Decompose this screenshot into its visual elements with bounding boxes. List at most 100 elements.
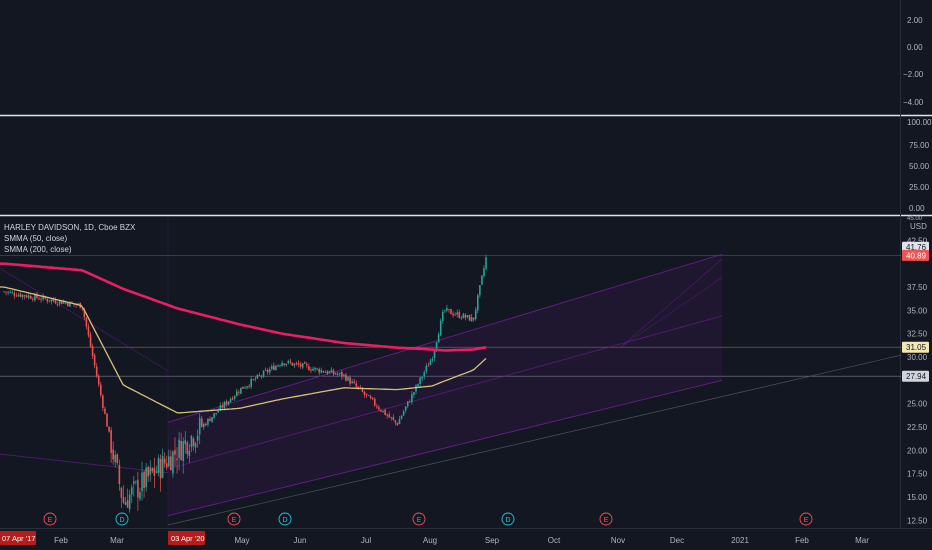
channel-line[interactable] — [167, 379, 723, 517]
channel-line[interactable] — [167, 315, 723, 470]
dividend-marker[interactable]: D — [278, 512, 292, 526]
candle-body[interactable] — [50, 299, 53, 302]
candle-body[interactable] — [454, 314, 456, 316]
candle-body[interactable] — [5, 291, 7, 293]
candle-body[interactable] — [56, 304, 59, 305]
candle-body[interactable] — [29, 295, 32, 299]
candle-body[interactable] — [165, 463, 168, 468]
candle-body[interactable] — [42, 295, 44, 300]
candle-body[interactable] — [128, 494, 131, 510]
candle-body[interactable] — [227, 401, 230, 405]
candle-body[interactable] — [429, 360, 432, 366]
candle-body[interactable] — [477, 295, 479, 311]
candle-body[interactable] — [271, 366, 273, 369]
candle-body[interactable] — [176, 458, 178, 460]
candle-body[interactable] — [318, 368, 320, 373]
candle-body[interactable] — [314, 367, 316, 370]
candle-body[interactable] — [254, 378, 257, 380]
candle-body[interactable] — [110, 430, 112, 453]
candle-body[interactable] — [384, 409, 386, 415]
candle-body[interactable] — [417, 384, 419, 386]
dividend-marker[interactable]: D — [115, 512, 129, 526]
candle-body[interactable] — [242, 386, 244, 389]
candle-body[interactable] — [139, 491, 141, 499]
middle-pane-price-scale[interactable]: 100.00 75.00 50.00 25.00 0.00 — [907, 118, 932, 213]
candle-body[interactable] — [122, 497, 125, 503]
candle-body[interactable] — [161, 455, 164, 478]
candle-body[interactable] — [233, 395, 236, 399]
candle-body[interactable] — [262, 370, 265, 377]
candle-body[interactable] — [411, 394, 413, 402]
candle-body[interactable] — [256, 374, 259, 379]
earnings-marker[interactable]: E — [412, 512, 426, 526]
candle-body[interactable] — [130, 487, 133, 495]
candle-body[interactable] — [439, 320, 442, 336]
candle-body[interactable] — [65, 302, 67, 304]
candle-body[interactable] — [297, 363, 300, 365]
candle-body[interactable] — [143, 471, 145, 489]
candle-body[interactable] — [137, 479, 139, 498]
candle-body[interactable] — [431, 359, 434, 361]
candle-body[interactable] — [382, 410, 384, 413]
candle-body[interactable] — [285, 363, 288, 365]
candle-body[interactable] — [458, 312, 461, 318]
candle-body[interactable] — [54, 300, 57, 304]
candle-body[interactable] — [178, 439, 180, 458]
candle-body[interactable] — [310, 369, 312, 371]
candle-body[interactable] — [244, 387, 246, 389]
trend-line[interactable] — [167, 354, 902, 526]
candle-body[interactable] — [9, 291, 11, 293]
dividend-marker[interactable]: D — [501, 512, 515, 526]
main-plot[interactable] — [0, 217, 902, 528]
candle-body[interactable] — [95, 366, 98, 377]
candle-body[interactable] — [209, 418, 211, 422]
candle-body[interactable] — [357, 386, 360, 388]
indicator-smma200[interactable]: SMMA (200, close) — [4, 245, 72, 254]
candles[interactable] — [3, 254, 487, 513]
candle-body[interactable] — [213, 413, 215, 418]
candle-body[interactable] — [328, 371, 331, 373]
candle-body[interactable] — [336, 374, 339, 376]
candle-body[interactable] — [464, 314, 467, 318]
candle-body[interactable] — [91, 346, 94, 357]
candle-body[interactable] — [326, 371, 329, 374]
candle-body[interactable] — [248, 386, 250, 387]
event-marker-circle[interactable] — [412, 512, 426, 526]
candle-body[interactable] — [277, 365, 279, 367]
candle-body[interactable] — [306, 364, 308, 366]
candle-body[interactable] — [322, 370, 325, 373]
candle-body[interactable] — [231, 398, 234, 400]
candle-body[interactable] — [89, 334, 92, 347]
candle-body[interactable] — [126, 500, 129, 508]
candle-body[interactable] — [466, 315, 469, 318]
instrument-title[interactable]: HARLEY DAVIDSON, 1D, Cboe BZX — [4, 223, 136, 232]
candle-body[interactable] — [365, 393, 368, 395]
candle-body[interactable] — [225, 401, 228, 405]
candle-body[interactable] — [415, 385, 417, 392]
candle-body[interactable] — [46, 298, 49, 302]
candle-body[interactable] — [145, 467, 147, 488]
candle-body[interactable] — [223, 401, 226, 408]
candle-body[interactable] — [275, 365, 277, 371]
event-marker-circle[interactable] — [278, 512, 292, 526]
candle-body[interactable] — [207, 418, 209, 425]
candle-body[interactable] — [355, 383, 358, 387]
candle-body[interactable] — [3, 291, 5, 293]
candle-body[interactable] — [135, 481, 137, 483]
candle-body[interactable] — [334, 373, 337, 375]
event-marker-circle[interactable] — [43, 512, 57, 526]
event-marker-circle[interactable] — [501, 512, 515, 526]
candle-body[interactable] — [190, 435, 193, 448]
candle-body[interactable] — [260, 375, 263, 377]
candle-body[interactable] — [120, 487, 123, 498]
candle-body[interactable] — [460, 317, 463, 319]
candle-body[interactable] — [341, 371, 343, 377]
candle-body[interactable] — [194, 443, 197, 448]
candle-body[interactable] — [118, 465, 121, 484]
candle-body[interactable] — [258, 375, 261, 377]
candle-body[interactable] — [155, 471, 158, 473]
candle-body[interactable] — [349, 377, 351, 384]
candle-body[interactable] — [168, 456, 170, 467]
candle-body[interactable] — [240, 387, 242, 394]
